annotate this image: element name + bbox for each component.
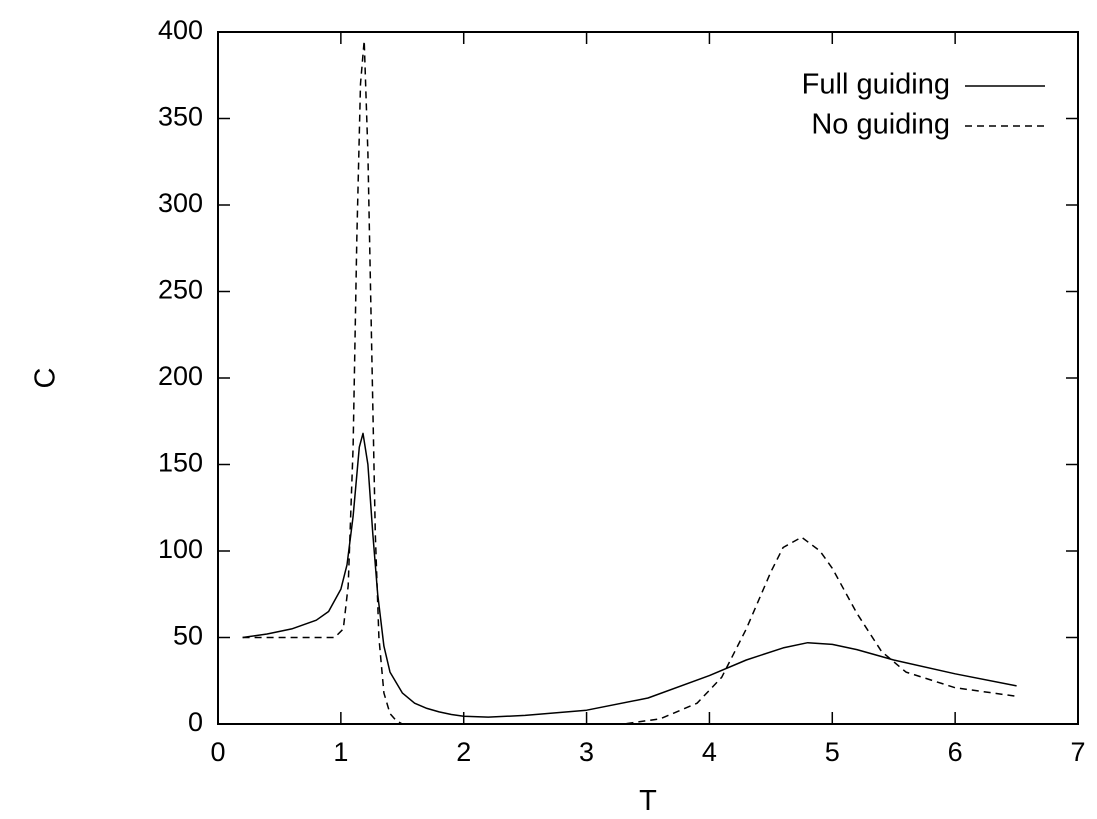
- x-tick-label-1: 1: [333, 737, 348, 767]
- series-line-0: [242, 432, 1017, 718]
- x-tick-label-7: 7: [1070, 737, 1085, 767]
- x-tick-label-6: 6: [948, 737, 963, 767]
- x-tick-label-2: 2: [456, 737, 471, 767]
- x-tick-label-5: 5: [825, 737, 840, 767]
- y-tick-label-6: 300: [158, 188, 203, 218]
- series-layer: [242, 39, 1017, 725]
- y-axis-title: C: [30, 368, 62, 389]
- y-tick-label-1: 50: [173, 621, 203, 651]
- y-tick-label-3: 150: [158, 448, 203, 478]
- series-line-1: [242, 39, 1017, 725]
- y-tick-label-2: 100: [158, 534, 203, 564]
- y-tick-label-5: 250: [158, 275, 203, 305]
- y-tick-label-8: 400: [158, 15, 203, 45]
- x-tick-label-0: 0: [210, 737, 225, 767]
- y-tick-label-0: 0: [188, 707, 203, 737]
- axis-ticks: 0 1 2 3 4 5 6 7 0 50 100 150 200 250 300 350 400: [158, 15, 1086, 767]
- x-axis-title: T: [639, 785, 657, 817]
- legend: Full guiding No guiding: [802, 69, 1045, 141]
- y-tick-label-7: 350: [158, 102, 203, 132]
- x-tick-label-4: 4: [702, 737, 717, 767]
- legend-label-1: No guiding: [811, 109, 950, 141]
- x-tick-label-3: 3: [579, 737, 594, 767]
- y-tick-label-4: 200: [158, 361, 203, 391]
- legend-label-0: Full guiding: [802, 69, 950, 101]
